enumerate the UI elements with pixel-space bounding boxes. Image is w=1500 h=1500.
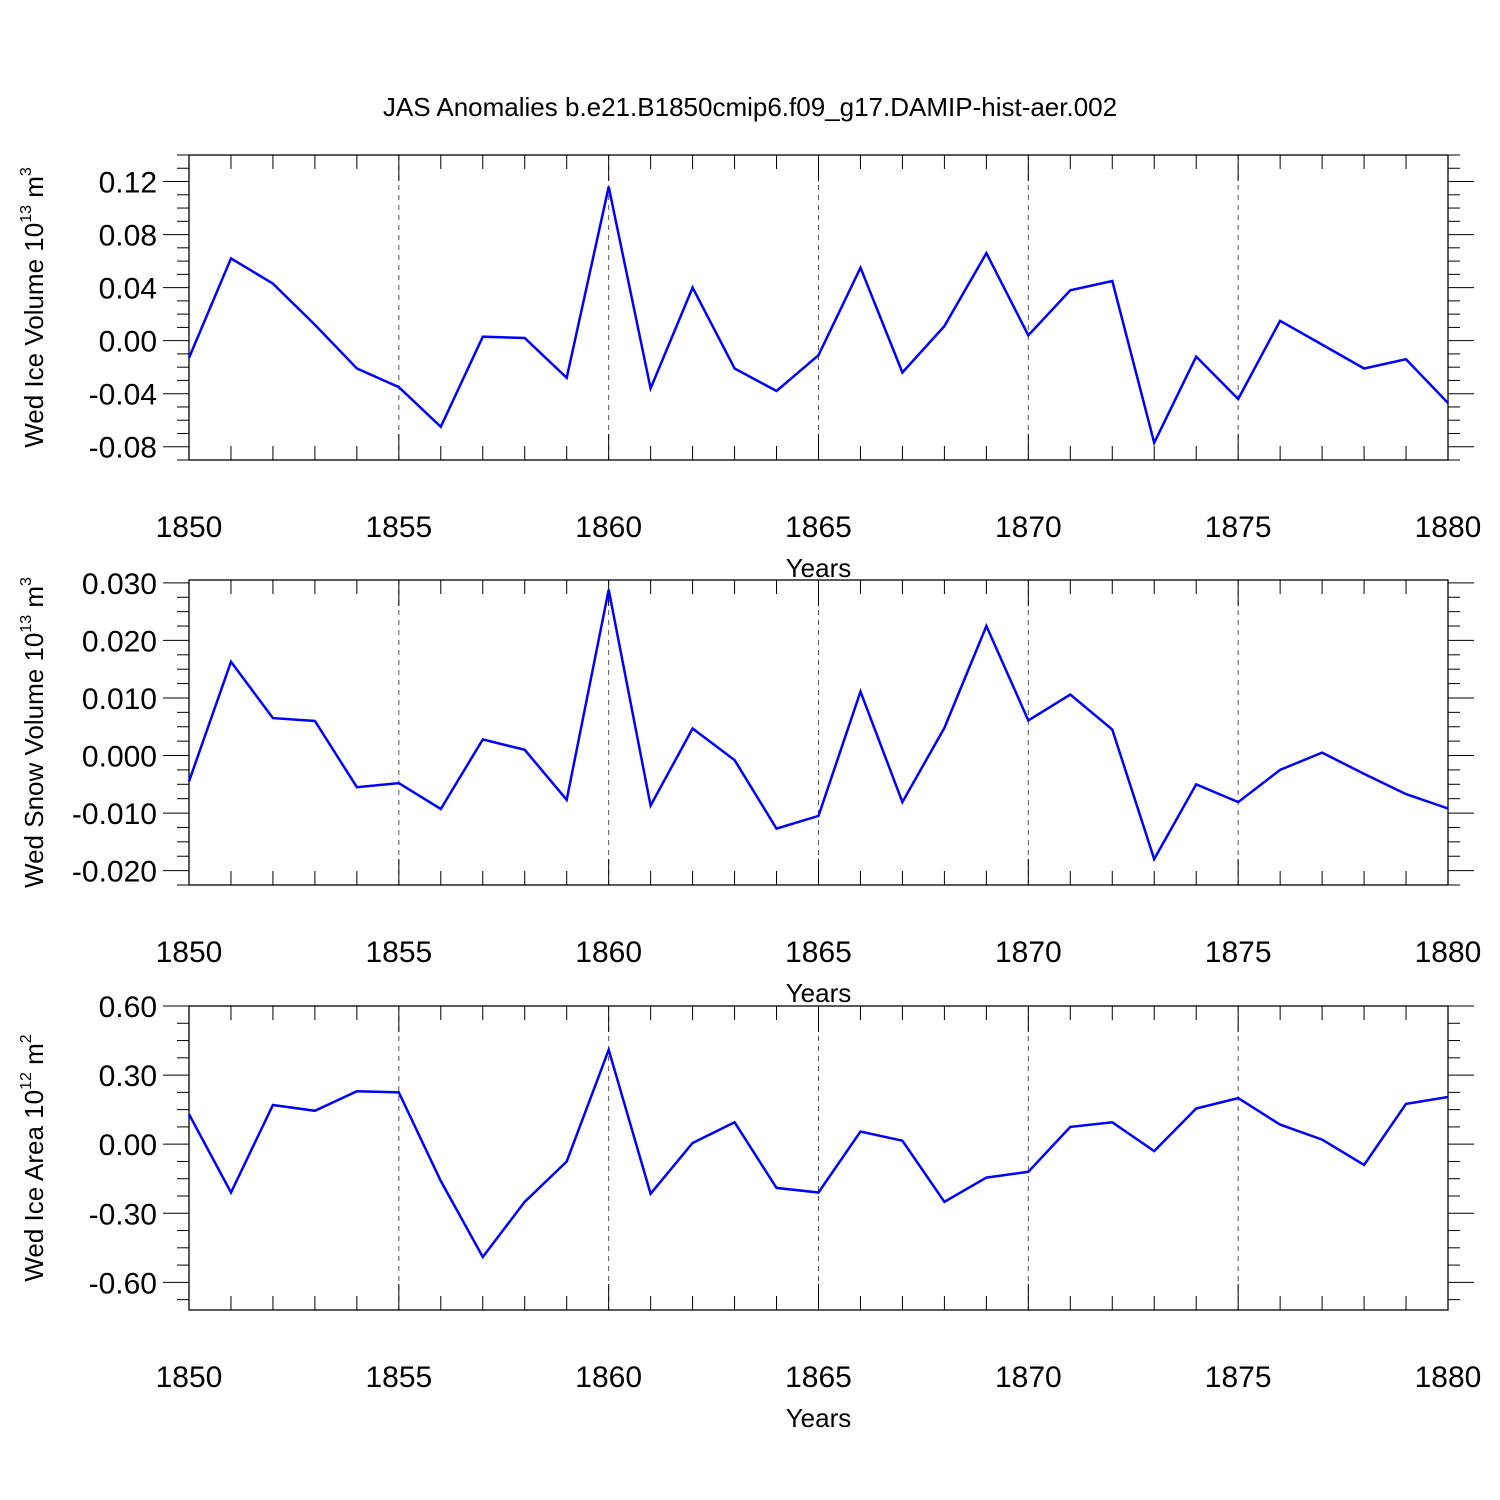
y-tick-label: -0.30: [89, 1198, 157, 1231]
x-tick-label: 1870: [995, 511, 1062, 544]
x-tick-label: 1870: [995, 1361, 1062, 1394]
y-tick-label: 0.30: [99, 1060, 157, 1093]
x-axis-label: Years: [786, 1403, 852, 1433]
y-tick-label: 0.000: [82, 741, 157, 774]
x-tick-label: 1865: [785, 1361, 852, 1394]
panel-2: 1850 1855 1860 1865 1870 1875 1880 Years 0.030 0.…: [18, 568, 1481, 1008]
y-tick-label: 0.030: [82, 568, 157, 601]
x-tick-label: 1855: [365, 1361, 432, 1394]
panel-1: 1850 1855 1860 1865 1870 1875 1880 Years 0.12 0.0…: [18, 154, 1482, 583]
x-tick-label: 1870: [995, 936, 1062, 969]
x-tick-label: 1865: [785, 936, 852, 969]
y-tick-label: -0.60: [89, 1267, 157, 1300]
panel-3: 1850 1855 1860 1865 1870 1875 1880 Years 0.60 0.3…: [18, 991, 1481, 1433]
series-line: [187, 1045, 1449, 1260]
x-tick-label: 1860: [575, 511, 642, 544]
x-tick-label: 1875: [1205, 936, 1272, 969]
y-axis-label: Wed Snow Volume 1013 m3: [18, 577, 49, 888]
figure-title: JAS Anomalies b.e21.B1850cmip6.f09_g17.D…: [383, 92, 1117, 122]
x-tick-label: 1860: [575, 1361, 642, 1394]
y-tick-label: -0.04: [89, 379, 157, 412]
x-tick-label: 1880: [1415, 936, 1482, 969]
x-tick-label: 1880: [1415, 511, 1482, 544]
y-tick-label: -0.020: [72, 856, 157, 889]
x-tick-label: 1875: [1205, 511, 1272, 544]
y-tick-label: 0.020: [82, 625, 157, 658]
y-tick-label: 0.08: [99, 220, 157, 253]
x-tick-label: 1850: [156, 936, 223, 969]
x-tick-label: 1850: [156, 1361, 223, 1394]
y-tick-label: -0.08: [89, 432, 157, 465]
y-tick-label: 0.12: [99, 167, 157, 200]
x-tick-label: 1855: [365, 511, 432, 544]
y-tick-label: 0.60: [99, 991, 157, 1024]
x-tick-label: 1850: [156, 511, 223, 544]
y-tick-label: 0.00: [99, 326, 157, 359]
y-tick-label: 0.04: [99, 273, 157, 306]
x-tick-label: 1860: [575, 936, 642, 969]
x-axis-label: Years: [786, 553, 852, 583]
series-line: [187, 589, 1449, 863]
x-tick-label: 1880: [1415, 1361, 1482, 1394]
y-tick-label: 0.00: [99, 1129, 157, 1162]
y-tick-label: 0.010: [82, 683, 157, 716]
panels: 1850 1855 1860 1865 1870 1875 1880 Years 0.12 0.0…: [18, 154, 1482, 1433]
series-line: [187, 186, 1449, 447]
y-tick-label: -0.010: [72, 798, 157, 831]
x-tick-label: 1865: [785, 511, 852, 544]
x-tick-label: 1855: [365, 936, 432, 969]
x-tick-label: 1875: [1205, 1361, 1272, 1394]
x-axis-label: Years: [786, 978, 852, 1008]
y-axis-label: Wed Ice Area 1012 m2: [18, 1034, 49, 1281]
y-axis-label: Wed Ice Volume 1013 m3: [18, 167, 49, 448]
